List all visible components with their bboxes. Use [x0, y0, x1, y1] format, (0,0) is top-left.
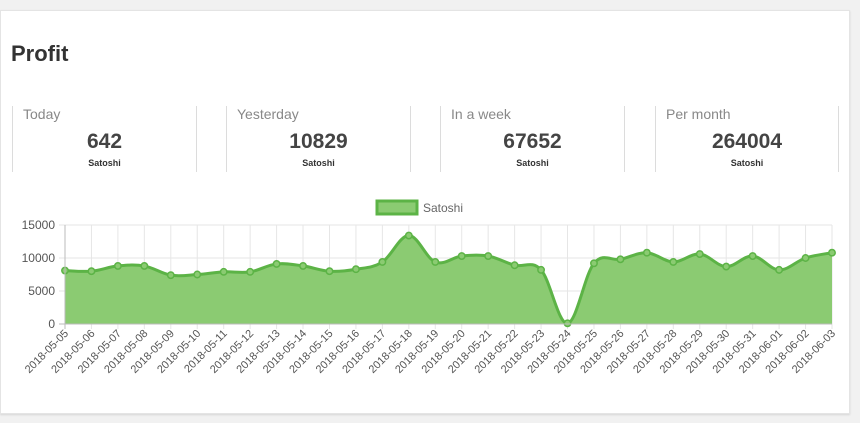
y-tick-label: 0	[48, 317, 55, 331]
data-point[interactable]	[457, 252, 466, 260]
series-area-satoshi	[65, 235, 832, 324]
chart-legend[interactable]: Satoshi	[375, 199, 463, 216]
stat-unit: Satoshi	[730, 158, 764, 168]
data-point[interactable]	[722, 262, 731, 271]
data-point[interactable]	[616, 255, 625, 264]
stat-value: 67652	[503, 130, 562, 153]
data-point[interactable]	[113, 261, 122, 270]
stat-month: Per month 264004 Satoshi	[655, 106, 839, 172]
data-point[interactable]	[404, 231, 413, 240]
data-point[interactable]	[272, 259, 281, 268]
data-point[interactable]	[801, 254, 810, 262]
stat-value: 10829	[289, 130, 348, 153]
data-point[interactable]	[378, 258, 387, 266]
data-point[interactable]	[775, 265, 784, 274]
profit-chart: Satoshi 0 5000 10000 15000 2018-05-052018-0…	[22, 199, 838, 376]
data-point[interactable]	[590, 259, 598, 268]
stat-unit: Satoshi	[516, 158, 549, 168]
stat-unit: Satoshi	[88, 158, 121, 168]
stat-today: Today 642 Satoshi	[12, 106, 197, 172]
stat-value: 642	[86, 130, 123, 153]
data-point[interactable]	[484, 252, 493, 260]
stat-label: Today	[23, 106, 61, 122]
y-tick-label: 15000	[22, 218, 56, 232]
x-axis: 2018-05-052018-05-062018-05-072018-05-08…	[23, 323, 838, 376]
stat-week: In a week 67652 Satoshi	[440, 106, 625, 172]
data-point[interactable]	[140, 261, 149, 270]
stat-yesterday: Yesterday 10829 Satoshi	[226, 106, 411, 172]
data-point[interactable]	[748, 252, 757, 260]
data-point[interactable]	[246, 267, 255, 276]
y-tick-label: 5000	[28, 284, 55, 298]
legend-label: Satoshi	[423, 201, 463, 215]
stat-value: 264004	[711, 130, 783, 153]
data-point[interactable]	[642, 248, 651, 257]
data-point[interactable]	[166, 271, 175, 280]
chart-plot-area	[61, 231, 836, 328]
profit-card: Profit Today 642 Satoshi Yesterday 10829…	[0, 10, 850, 414]
data-point[interactable]	[299, 261, 307, 270]
data-point[interactable]	[510, 261, 519, 270]
data-point[interactable]	[537, 265, 546, 274]
page-title: Profit	[11, 41, 69, 66]
data-point[interactable]	[563, 319, 572, 328]
data-point[interactable]	[669, 258, 678, 266]
stat-unit: Satoshi	[302, 158, 335, 168]
data-point[interactable]	[87, 267, 96, 276]
legend-swatch	[375, 199, 419, 216]
y-tick-label: 10000	[22, 251, 56, 265]
data-point[interactable]	[828, 248, 836, 257]
y-axis: 0 5000 10000 15000	[22, 218, 66, 331]
stat-label: In a week	[451, 106, 511, 122]
data-point[interactable]	[325, 267, 334, 276]
data-point[interactable]	[431, 258, 440, 266]
data-point[interactable]	[695, 250, 704, 258]
data-point[interactable]	[193, 270, 202, 279]
stat-label: Yesterday	[237, 106, 299, 122]
data-point[interactable]	[219, 267, 228, 276]
data-point[interactable]	[351, 265, 360, 274]
stat-label: Per month	[666, 106, 731, 122]
